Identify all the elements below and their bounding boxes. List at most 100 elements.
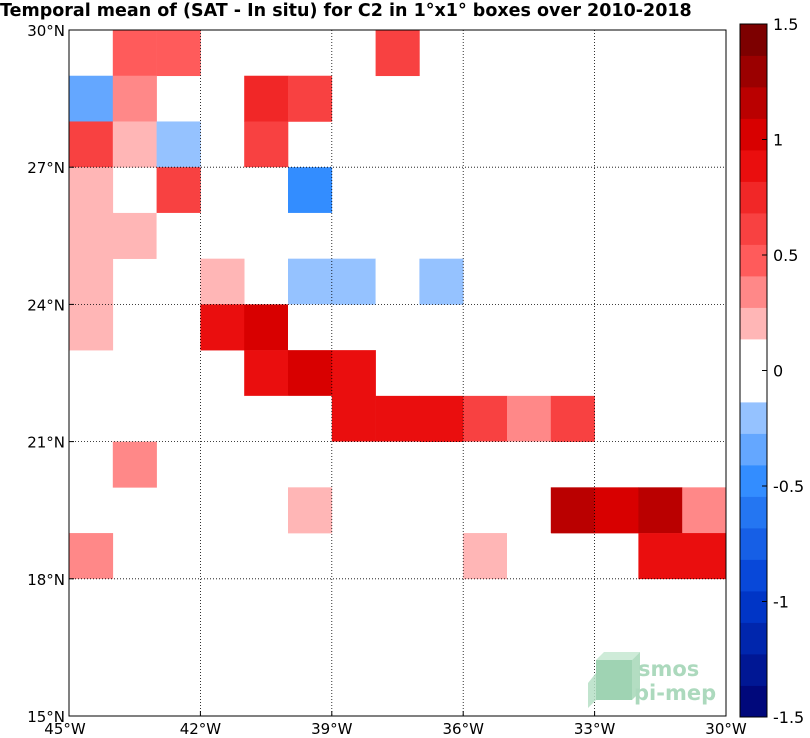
heatmap-cell [244,304,289,351]
colorbar-segment [740,433,767,466]
y-axis-ticks: 15°N 18°N 21°N 24°N 27°N 30°N [27,22,74,726]
heatmap-cell [244,350,289,397]
heatmap-cell [550,395,595,442]
heatmap-cell [69,30,114,77]
heatmap-cell [594,487,639,534]
heatmap-cell [156,30,201,77]
heatmap-cell [69,304,114,351]
heatmap-cell [200,533,245,580]
heatmap-cell [682,441,727,488]
heatmap-cell [682,533,727,580]
heatmap-cell [375,395,420,442]
heatmap-cell [69,258,114,305]
heatmap-cell [331,441,376,488]
heatmap-cell [419,395,464,442]
colorbar-ticks: -1.5 -1 -0.5 0 0.5 1 1.5 [762,15,804,727]
heatmap-cell [244,121,289,168]
heatmap-cell [288,395,333,442]
heatmap-cell [463,533,508,580]
heatmap-cell [69,121,114,168]
colorbar-segment [740,465,767,497]
colorbar-segment [740,87,767,119]
heatmap-cell [112,441,157,488]
heatmap-cell [638,487,683,534]
heatmap-cell [156,121,201,168]
heatmap-cell [112,212,157,259]
colorbar-segment [740,244,767,277]
heatmap-cell [288,258,333,305]
heatmap-cell [331,395,376,442]
y-tick-label: 30°N [27,22,65,40]
logo-icon [588,652,640,708]
colorbar-segment [740,213,767,245]
heatmap-cell [331,350,376,397]
heatmap-cell [112,75,157,122]
y-tick-label: 24°N [27,296,65,314]
heatmap-cell [375,212,420,259]
colorbar-tick-label: -1 [773,593,789,612]
heatmap-cell [156,167,201,214]
colorbar-segment [740,528,767,560]
heatmap-cell [463,441,508,488]
heatmap-cell [288,304,333,351]
heatmap-cell [69,167,114,214]
heatmap-cell [375,258,420,305]
x-tick-label: 39°W [311,720,353,738]
heatmap-cell [156,258,201,305]
colorbar-segment [740,559,767,592]
heatmap-cell [69,212,114,259]
heatmap-cell [507,30,552,77]
plot-frame [68,29,727,717]
colorbar-segment [740,339,767,371]
heatmap-cell [288,441,333,488]
colorbar-segment [740,496,767,529]
colorbar-segment [740,150,767,182]
colorbar-segment [740,654,767,686]
heatmap-cell [463,395,508,442]
x-tick-label: 30°W [705,720,747,738]
logo-text-pi-mep: pi-mep [634,681,716,705]
logo-text-smos: smos [638,657,699,681]
y-tick-label: 27°N [27,159,65,177]
colorbar-segment [740,591,767,623]
colorbar-tick-label: 0 [773,362,783,381]
heatmap-cell [638,533,683,580]
heatmap-cell [463,350,508,397]
heatmap-cell [112,30,157,77]
colorbar-segment [740,276,767,308]
heatmap-cell [288,167,333,214]
x-tick-label: 42°W [180,720,222,738]
heatmap-cell [682,487,727,534]
heatmap-cell [200,258,245,305]
heatmap-cell [331,212,376,259]
heatmap-cell [288,75,333,122]
colorbar [740,24,767,718]
colorbar-segment [740,307,767,340]
heatmap-cell [419,258,464,305]
heatmap-cell [507,441,552,488]
heatmap-cell [69,533,114,580]
y-tick-label: 15°N [27,708,65,726]
colorbar-segment [740,370,767,403]
heatmap-cell [244,395,289,442]
heatmap-cell [419,212,464,259]
colorbar-segment [740,622,767,655]
heatmap-cell [331,258,376,305]
x-tick-label: 33°W [574,720,616,738]
heatmap-cell [550,487,595,534]
colorbar-tick-label: 1.5 [773,15,798,34]
heatmap-cell [375,30,420,77]
heatmap-cell [507,395,552,442]
heatmap-cell [288,487,333,534]
heatmap-cell [288,212,333,259]
heatmap-cell [288,350,333,397]
x-tick-label: 45°W [44,720,86,738]
heatmap-cell [156,212,201,259]
heatmap-cell [200,441,245,488]
colorbar-segment [740,118,767,151]
colorbar-segment [740,55,767,88]
colorbar-tick-label: 0.5 [773,246,798,265]
heatmap-cell [419,350,464,397]
y-tick-label: 21°N [27,434,65,452]
